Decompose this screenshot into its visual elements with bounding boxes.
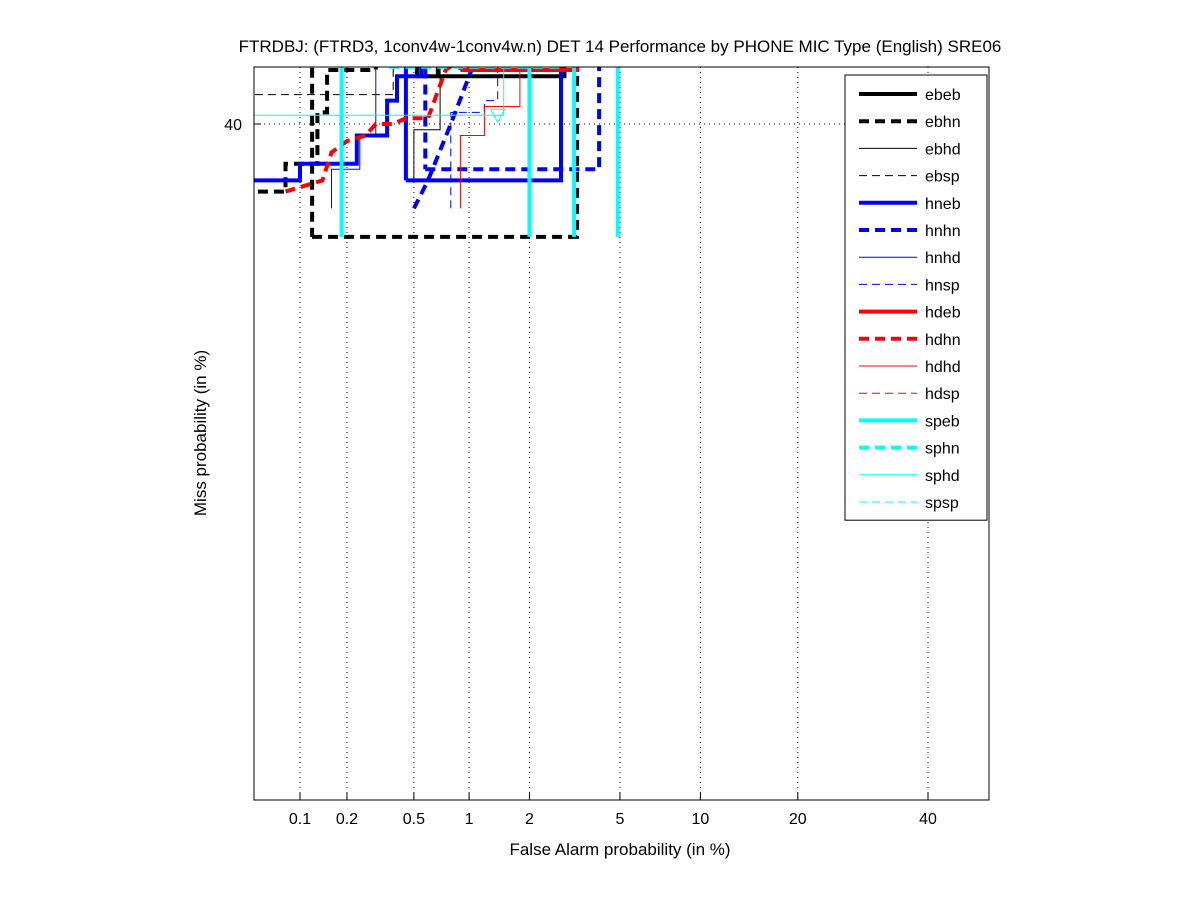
legend-label-ebhn: ebhn — [925, 114, 961, 131]
chart-title: FTRDBJ: (FTRD3, 1conv4w-1conv4w.n) DET 1… — [239, 37, 1002, 56]
series-hnhn-confidence-box — [423, 67, 602, 172]
series-sphn-confidence-box — [389, 67, 563, 69]
legend-label-hneb: hneb — [925, 196, 961, 213]
legend-label-ebsp: ebsp — [925, 169, 960, 186]
series-ebeb-confidence-box — [414, 67, 567, 79]
series-hdeb-line — [467, 67, 580, 72]
legend-label-hdhd: hdhd — [925, 359, 961, 376]
legend-label-hnsp: hnsp — [925, 277, 960, 294]
x-tick-label: 40 — [919, 811, 937, 828]
y-tick-label: 20 — [224, 0, 242, 3]
series-sphd-line — [254, 67, 505, 116]
legend-label-hnhd: hnhd — [925, 250, 961, 267]
series-group — [254, 0, 620, 239]
legend-label-ebhd: ebhd — [925, 141, 961, 158]
x-tick-label: 1 — [465, 811, 474, 828]
legend-label-hdsp: hdsp — [925, 386, 960, 403]
legend: ebeb ebhn ebhd ebsp hneb hnhn hnhd hnsp hdeb hdhn… — [844, 74, 988, 521]
legend-label-hnhn: hnhn — [925, 223, 961, 240]
legend-box — [844, 74, 988, 521]
series-sphd-marker — [463, 13, 475, 25]
series-speb-extra-line — [339, 67, 620, 237]
legend-label-speb: speb — [925, 413, 960, 430]
grid-lines — [254, 67, 989, 800]
x-tick-label: 5 — [616, 811, 625, 828]
plot-frame — [253, 66, 990, 801]
legend-label-sphn: sphn — [925, 441, 960, 458]
series-hnsp-line — [450, 67, 499, 209]
y-axis-label: Miss probability (in %) — [191, 350, 210, 516]
legend-label-ebeb: ebeb — [925, 87, 961, 104]
series-hnhd-line — [331, 67, 377, 209]
x-tick-label: 0.1 — [289, 811, 311, 828]
series-hneb-confidence-box — [403, 67, 563, 183]
x-tick-label: 0.5 — [403, 811, 425, 828]
y-tick-label: 40 — [224, 117, 242, 134]
legend-label-hdhn: hdhn — [925, 332, 961, 349]
series-hdeb-marker — [460, 10, 474, 24]
x-tick-label: 20 — [789, 811, 807, 828]
series-hdhd-line — [459, 67, 521, 209]
legend-label-spsp: spsp — [925, 495, 959, 512]
series-hdhn-marker — [520, 0, 534, 12]
x-tick-label: 0.2 — [336, 811, 358, 828]
series-ebhn-confidence-box — [310, 67, 580, 239]
series-speb-extra-line — [572, 67, 577, 237]
series-hdhn-line — [284, 67, 454, 194]
series-sphd-marker — [489, 108, 506, 124]
x-tick-label: 2 — [525, 811, 534, 828]
x-tick-label: 10 — [691, 811, 709, 828]
x-axis-label: False Alarm probability (in %) — [509, 840, 730, 859]
legend-label-hdeb: hdeb — [925, 305, 961, 322]
series-hdeb-confidence-box — [458, 67, 580, 72]
legend-label-sphd: sphd — [925, 468, 960, 485]
series-ebhd-line — [413, 67, 441, 181]
